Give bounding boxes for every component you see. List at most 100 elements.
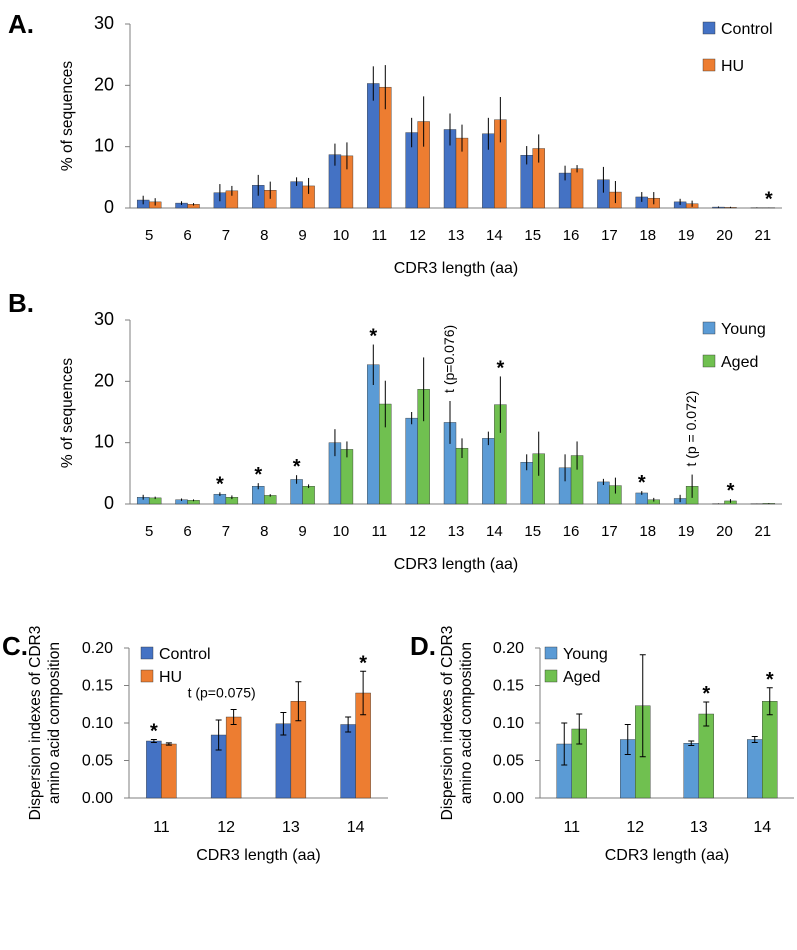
legend-label-young: Young: [721, 321, 766, 338]
bar-hu-16: [570, 168, 584, 209]
legend-label-young: Young: [563, 646, 608, 663]
trend-annotation: t (p = 0.072): [683, 391, 699, 467]
significance-star: *: [216, 473, 224, 495]
bar-hu-12: [225, 716, 242, 799]
significance-star: *: [702, 683, 710, 705]
x-tick-label: 14: [486, 227, 503, 244]
y-tick-label: 20: [94, 370, 114, 390]
significance-star: *: [254, 464, 262, 486]
significance-star: *: [496, 357, 504, 379]
panel-letter: B.: [8, 288, 34, 318]
y-axis-label-line: Dispersion indexes of CDR3: [27, 626, 44, 821]
x-axis-label: CDR3 length (aa): [394, 556, 519, 573]
bar-aged-14: [762, 701, 778, 799]
significance-star: *: [638, 472, 646, 494]
bar-aged-8: [264, 495, 277, 505]
x-tick-label: 17: [601, 523, 618, 540]
significance-star: *: [765, 189, 773, 211]
legend-swatch-young: [544, 646, 558, 660]
x-tick-label: 11: [372, 227, 388, 244]
x-tick-label: 5: [145, 227, 153, 244]
y-axis-label: % of sequences: [59, 61, 76, 172]
legend-label-hu: HU: [721, 58, 744, 75]
y-tick-label: 30: [94, 13, 114, 33]
y-axis-label-line: amino acid composition: [46, 642, 63, 804]
y-tick-label: 0.15: [493, 678, 524, 695]
x-tick-label: 12: [626, 819, 644, 836]
y-tick-label: 0.15: [82, 678, 113, 695]
bar-young-14: [747, 739, 763, 799]
bar-control-11: [367, 83, 380, 209]
x-tick-label: 7: [222, 523, 230, 540]
bar-young-17: [597, 481, 610, 505]
x-tick-label: 19: [678, 227, 695, 244]
y-axis-label: Dispersion indexes of CDR3 amino acid com…: [27, 626, 63, 821]
bar-aged-10: [340, 449, 354, 505]
bar-young-14: [482, 438, 495, 505]
x-axis-label: CDR3 length (aa): [196, 847, 321, 864]
y-axis-label: % of sequences: [59, 358, 76, 469]
x-tick-label: 16: [563, 523, 580, 540]
significance-star: *: [150, 721, 158, 743]
bar-young-11: [367, 364, 380, 505]
x-tick-label: 12: [217, 819, 235, 836]
significance-star: *: [369, 326, 377, 348]
legend-swatch-control: [702, 21, 716, 35]
y-axis-label: Dispersion indexes of CDR3 amino acid com…: [439, 626, 475, 821]
legend-label-aged: Aged: [563, 669, 600, 686]
x-tick-label: 11: [153, 819, 170, 836]
bar-aged-13: [698, 713, 714, 799]
y-tick-label: 30: [94, 309, 114, 329]
panel-b-chart: B. 0 10 20 30 % of sequences CDR3 length (aa) 5…: [8, 288, 782, 573]
bar-young-13: [683, 743, 699, 799]
trend-annotation: t (p=0.075): [188, 685, 256, 701]
x-tick-label: 5: [145, 523, 153, 540]
legend-swatch-control: [140, 646, 154, 660]
y-tick-label: 0.10: [493, 715, 524, 732]
bar-young-12: [405, 417, 418, 505]
x-tick-label: 13: [448, 227, 465, 244]
legend-label-control: Control: [721, 21, 773, 38]
x-tick-label: 6: [183, 227, 191, 244]
x-tick-label: 21: [754, 523, 771, 540]
significance-star: *: [766, 669, 774, 691]
legend-label-hu: HU: [159, 669, 182, 686]
y-tick-label: 0.00: [493, 790, 524, 807]
panel-d-chart: D. 0.00 0.05 0.10 0.15 0.20 Dispersion indexes…: [410, 626, 794, 864]
y-tick-label: 10: [94, 432, 114, 452]
legend-swatch-aged: [544, 669, 558, 683]
panel-a-chart: A. 0 10 20 30 % of sequences CDR3 length (aa) 5…: [8, 9, 782, 277]
x-tick-label: 20: [716, 227, 733, 244]
x-tick-label: 10: [333, 523, 350, 540]
x-tick-label: 14: [347, 819, 365, 836]
x-tick-label: 15: [524, 523, 541, 540]
trend-annotation: t (p=0.076): [441, 325, 457, 393]
legend-swatch-hu: [140, 669, 154, 683]
bar-control-14: [340, 724, 356, 799]
legend-swatch-hu: [702, 58, 716, 72]
x-tick-label: 8: [260, 227, 268, 244]
legend-label-aged: Aged: [721, 354, 758, 371]
x-tick-label: 12: [409, 227, 426, 244]
y-tick-label: 10: [94, 136, 114, 156]
x-tick-label: 20: [716, 523, 733, 540]
x-tick-label: 14: [753, 819, 771, 836]
legend-swatch-young: [702, 321, 716, 335]
panel-letter: A.: [8, 9, 34, 39]
x-tick-label: 8: [260, 523, 268, 540]
x-tick-label: 13: [690, 819, 708, 836]
legend-label-control: Control: [159, 646, 211, 663]
x-tick-label: 12: [409, 523, 426, 540]
y-axis-label-line: Dispersion indexes of CDR3: [439, 626, 456, 821]
y-tick-label: 0: [104, 197, 114, 217]
panel-letter: C.: [2, 631, 28, 661]
x-tick-label: 21: [754, 227, 771, 244]
y-tick-label: 0.05: [82, 753, 113, 770]
x-axis-label: CDR3 length (aa): [605, 847, 730, 864]
x-tick-label: 11: [563, 819, 580, 836]
y-tick-label: 0.20: [82, 640, 113, 657]
bar-control-11: [146, 740, 162, 799]
y-tick-label: 20: [94, 74, 114, 94]
x-tick-label: 11: [372, 523, 388, 540]
